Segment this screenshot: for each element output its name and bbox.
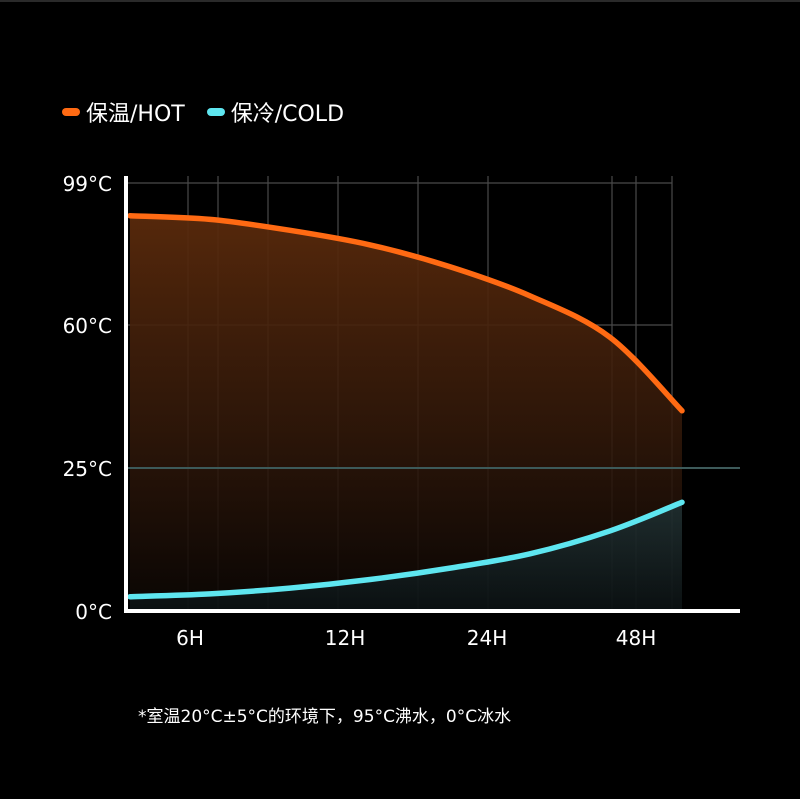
x-tick-label: 12H [325,626,366,650]
legend-item-hot: 保温/HOT [62,96,185,128]
y-tick-label: 0°C [75,600,112,624]
cold-swatch-icon [206,108,225,116]
hot-area-fill [130,215,682,611]
x-tick-label: 24H [467,626,508,650]
x-tick-label: 48H [616,626,657,650]
y-tick-label: 60°C [63,314,112,338]
chart-legend: 保温/HOT 保冷/COLD [62,96,344,128]
y-tick-label: 99°C [63,172,112,196]
hot-swatch-icon [62,108,80,116]
y-tick-label: 25°C [63,457,112,481]
cold-series-line [127,499,685,600]
legend-item-cold: 保冷/COLD [206,96,345,128]
hot-series-line [127,213,685,414]
legend-hot-label: 保温/HOT [86,102,185,127]
y-tick-labels: 99°C 60°C 25°C 0°C [63,172,112,624]
cold-area-fill [130,502,682,611]
x-tick-label: 6H [176,626,204,650]
legend-cold-label: 保冷/COLD [230,102,345,127]
top-border-line [0,0,800,2]
footnote: *室温20°C±5°C的环境下，95°C沸水，0°C冰水 [138,707,512,727]
x-tick-labels: 6H 12H 24H 48H [176,626,656,650]
